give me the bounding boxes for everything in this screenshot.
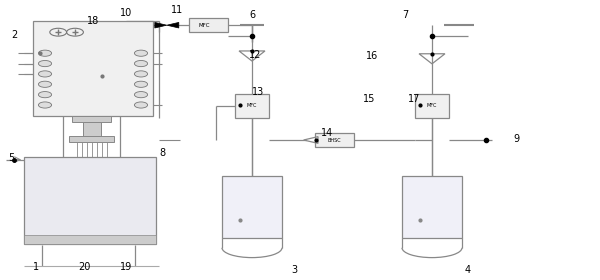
Text: 16: 16 [366,51,378,61]
Circle shape [38,50,52,56]
Circle shape [134,71,148,77]
Circle shape [38,60,52,67]
Text: MFC: MFC [198,23,210,28]
Text: 8: 8 [159,148,165,158]
Bar [222,176,282,238]
Bar [415,94,449,118]
Text: 3: 3 [291,265,297,275]
Bar [235,94,269,118]
Text: 7: 7 [402,10,408,20]
Text: 19: 19 [120,262,132,272]
Text: 4: 4 [465,265,471,275]
Text: MFC: MFC [427,103,437,108]
Text: 10: 10 [120,8,132,18]
Bar [24,157,156,244]
Bar [189,18,228,32]
Bar [24,235,156,244]
Circle shape [38,81,52,87]
Bar [402,176,462,238]
Text: 13: 13 [252,87,264,97]
Text: 20: 20 [78,262,91,272]
Bar [315,133,354,147]
Text: 14: 14 [321,128,333,138]
Polygon shape [155,22,167,28]
Polygon shape [167,22,179,28]
Bar [83,122,101,136]
Text: 5: 5 [8,153,14,163]
Text: BHSC: BHSC [328,137,341,143]
Bar [72,116,111,122]
Circle shape [134,102,148,108]
Text: 18: 18 [87,16,99,26]
Circle shape [134,50,148,56]
Circle shape [134,92,148,98]
Text: 17: 17 [408,94,421,104]
Circle shape [38,102,52,108]
Text: 15: 15 [363,94,376,104]
Bar [69,136,114,142]
Circle shape [38,71,52,77]
Circle shape [38,92,52,98]
Bar [33,21,153,116]
Circle shape [134,81,148,87]
Text: 1: 1 [33,262,39,272]
Text: 11: 11 [171,5,183,15]
Circle shape [134,60,148,67]
Text: 9: 9 [513,134,519,144]
Text: 6: 6 [249,10,255,20]
Text: 12: 12 [249,50,262,60]
Text: MFC: MFC [247,103,257,108]
Text: 2: 2 [11,30,17,40]
